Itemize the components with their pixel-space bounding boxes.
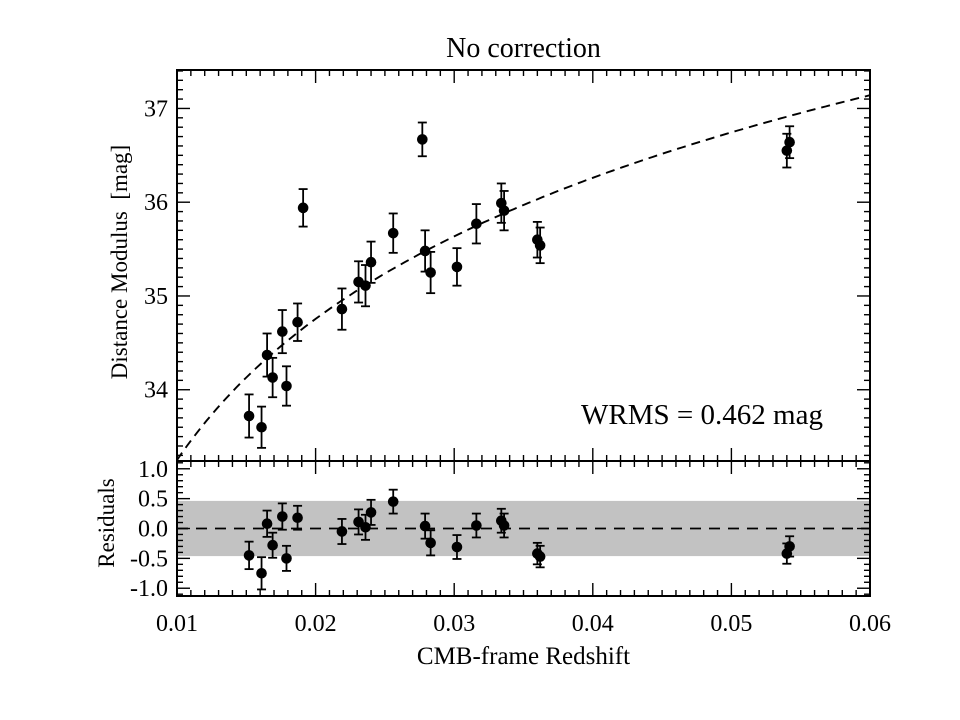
data-point bbox=[471, 512, 482, 539]
data-point bbox=[256, 405, 267, 449]
data-point bbox=[784, 125, 795, 160]
data-point bbox=[417, 121, 428, 158]
data-point bbox=[471, 203, 482, 245]
data-point bbox=[261, 332, 273, 378]
y-tick-label: -1.0 bbox=[130, 576, 168, 602]
x-tick-label: 0.06 bbox=[849, 611, 891, 637]
data-point bbox=[297, 188, 309, 228]
data-point bbox=[451, 534, 463, 560]
data-point bbox=[336, 518, 348, 545]
y-tick-label: 36 bbox=[144, 190, 168, 216]
data-point bbox=[277, 309, 288, 355]
data-point bbox=[360, 264, 371, 308]
data-point bbox=[243, 393, 255, 439]
data-point bbox=[261, 509, 273, 538]
model-curve bbox=[176, 94, 871, 461]
axis-ticks bbox=[176, 70, 871, 461]
data-point bbox=[365, 240, 377, 284]
panel-residuals: 1.0 0.5 0.0 -0.5 -1.0 0.01 0.02 0.03 0.04 0.05 0.0… bbox=[130, 457, 891, 637]
y-tick-label: 35 bbox=[144, 284, 168, 310]
data-point bbox=[419, 229, 431, 273]
x-tick-label: 0.03 bbox=[433, 611, 475, 637]
panel-frame bbox=[176, 69, 871, 462]
x-axis-label: CMB-frame Redshift bbox=[416, 643, 631, 670]
data-point bbox=[267, 531, 278, 559]
data-point bbox=[425, 251, 436, 295]
y-tick-label: 34 bbox=[144, 378, 168, 404]
data-point bbox=[498, 190, 510, 232]
data-point bbox=[534, 226, 546, 265]
x-tick-label: 0.05 bbox=[710, 611, 752, 637]
data-point bbox=[387, 488, 399, 515]
y-tick-label: 0.0 bbox=[138, 517, 168, 543]
data-point bbox=[267, 356, 278, 399]
data-point bbox=[451, 247, 463, 287]
data-point bbox=[365, 498, 377, 526]
data-point bbox=[281, 365, 292, 407]
wrms-annotation: WRMS = 0.462 mag bbox=[581, 399, 823, 431]
data-point bbox=[277, 502, 288, 531]
y-tick-label: 1.0 bbox=[138, 457, 168, 483]
data-point bbox=[425, 529, 436, 557]
data-point bbox=[292, 504, 303, 531]
y-tick-label: 0.5 bbox=[138, 487, 168, 513]
panel-hubble-diagram: 34 35 36 37 bbox=[144, 69, 871, 462]
x-tick-label: 0.02 bbox=[295, 611, 337, 637]
data-point bbox=[292, 302, 303, 342]
data-point bbox=[534, 544, 546, 569]
x-tick-label: 0.04 bbox=[572, 611, 614, 637]
data-point bbox=[498, 512, 510, 539]
data-point bbox=[256, 556, 267, 591]
chart-title: No correction bbox=[446, 33, 601, 64]
data-point bbox=[243, 540, 255, 571]
axis-ticks bbox=[176, 461, 871, 596]
data-point bbox=[784, 535, 795, 558]
x-tick-label: 0.01 bbox=[156, 611, 198, 637]
data-point bbox=[387, 212, 399, 254]
y-tick-label: -0.5 bbox=[130, 546, 168, 572]
y-tick-label: 37 bbox=[144, 96, 168, 122]
data-point bbox=[336, 287, 348, 331]
data-point bbox=[281, 544, 292, 572]
